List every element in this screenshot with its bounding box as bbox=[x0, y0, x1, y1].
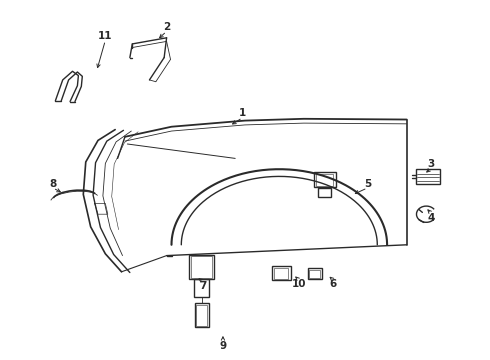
Text: 5: 5 bbox=[364, 179, 371, 189]
Bar bbox=[194, 279, 209, 297]
Bar bbox=[309, 270, 320, 278]
Bar bbox=[272, 266, 291, 280]
Text: 2: 2 bbox=[163, 22, 170, 32]
Text: 11: 11 bbox=[98, 31, 113, 41]
Bar bbox=[416, 169, 440, 184]
Text: 1: 1 bbox=[239, 108, 246, 118]
Text: 3: 3 bbox=[428, 159, 435, 169]
Bar bbox=[191, 256, 212, 278]
Text: 8: 8 bbox=[49, 179, 56, 189]
Bar bbox=[316, 174, 333, 186]
Bar bbox=[196, 305, 207, 326]
Bar bbox=[189, 255, 214, 279]
Bar bbox=[308, 268, 322, 279]
Bar bbox=[314, 172, 336, 187]
Text: 4: 4 bbox=[427, 213, 435, 223]
Text: 6: 6 bbox=[330, 279, 337, 289]
Bar bbox=[195, 303, 209, 327]
Bar bbox=[274, 268, 288, 279]
Text: 7: 7 bbox=[199, 281, 207, 291]
Text: 9: 9 bbox=[220, 341, 226, 351]
Text: 10: 10 bbox=[292, 279, 306, 289]
Bar bbox=[318, 188, 331, 197]
